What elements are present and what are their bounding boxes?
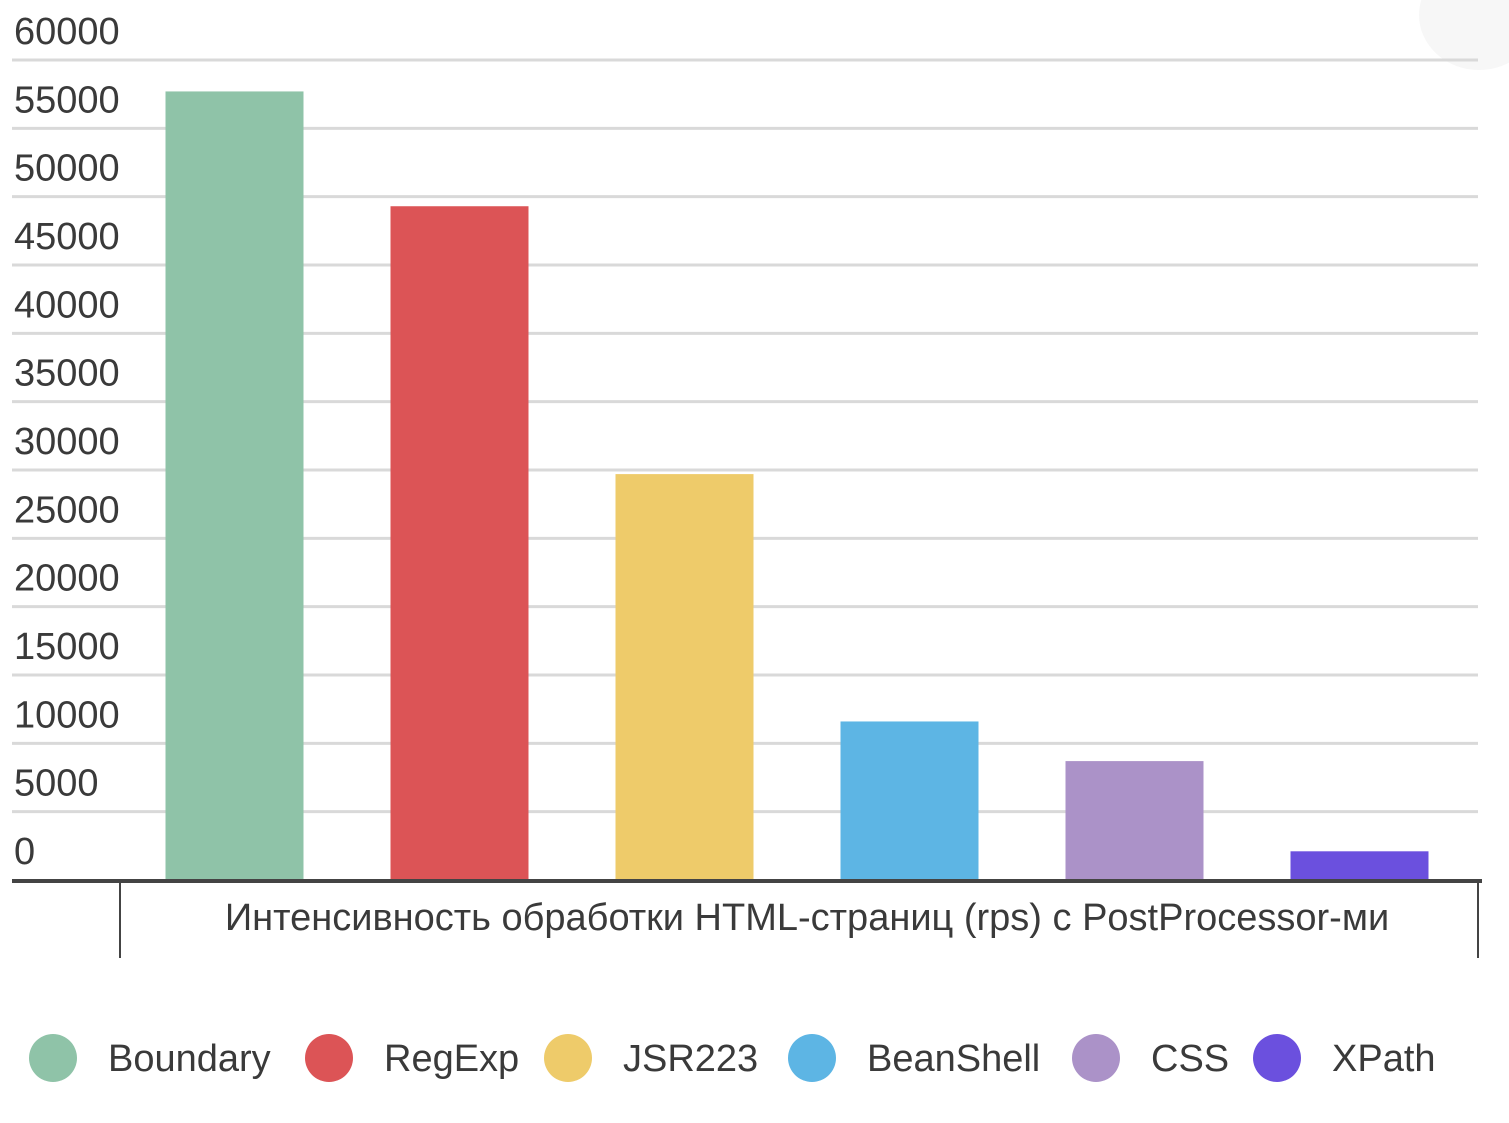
axes xyxy=(12,879,1482,958)
y-tick-label: 40000 xyxy=(14,284,120,326)
y-tick-label: 35000 xyxy=(14,353,120,395)
y-tick-label: 45000 xyxy=(14,216,120,258)
legend-swatch xyxy=(544,1034,592,1082)
legend-swatch xyxy=(29,1034,77,1082)
y-tick-label: 0 xyxy=(14,831,35,873)
bar-regexp xyxy=(390,206,529,880)
y-axis-ticks: 0 5000 10000 15000 20000 25000 30000 35000 40000… xyxy=(14,11,120,873)
legend-label: RegExp xyxy=(384,1038,519,1080)
y-tick-label: 15000 xyxy=(14,626,120,668)
y-tick-label: 30000 xyxy=(14,421,120,463)
bar-xpath xyxy=(1290,851,1429,880)
legend-item-css: CSS xyxy=(1072,1034,1229,1082)
legend-label: Boundary xyxy=(108,1038,271,1080)
legend-label: BeanShell xyxy=(867,1038,1040,1080)
legend-label: XPath xyxy=(1332,1038,1436,1080)
y-tick-label: 50000 xyxy=(14,148,120,190)
legend-item-regexp: RegExp xyxy=(305,1034,519,1082)
bar-beanshell xyxy=(840,721,979,880)
legend-label: CSS xyxy=(1151,1038,1229,1080)
legend: Boundary RegExp JSR223 BeanShell CSS XPath xyxy=(29,1034,1436,1082)
y-tick-label: 5000 xyxy=(14,763,99,805)
bar-jsr223 xyxy=(615,474,754,880)
legend-item-boundary: Boundary xyxy=(29,1034,271,1082)
y-tick-label: 55000 xyxy=(14,79,120,121)
bar-css xyxy=(1065,761,1204,880)
legend-swatch xyxy=(1072,1034,1120,1082)
legend-swatch xyxy=(305,1034,353,1082)
legend-label: JSR223 xyxy=(623,1038,758,1080)
legend-item-beanshell: BeanShell xyxy=(788,1034,1040,1082)
y-tick-label: 60000 xyxy=(14,11,120,53)
legend-swatch xyxy=(788,1034,836,1082)
y-tick-label: 20000 xyxy=(14,558,120,600)
category-axis-label: Интенсивность обработки HTML-страниц (rp… xyxy=(225,897,1389,939)
bar-boundary xyxy=(165,91,304,880)
y-tick-label: 25000 xyxy=(14,489,120,531)
legend-item-jsr223: JSR223 xyxy=(544,1034,758,1082)
legend-item-xpath: XPath xyxy=(1253,1034,1436,1082)
bars xyxy=(165,91,1429,880)
y-tick-label: 10000 xyxy=(14,694,120,736)
legend-swatch xyxy=(1253,1034,1301,1082)
